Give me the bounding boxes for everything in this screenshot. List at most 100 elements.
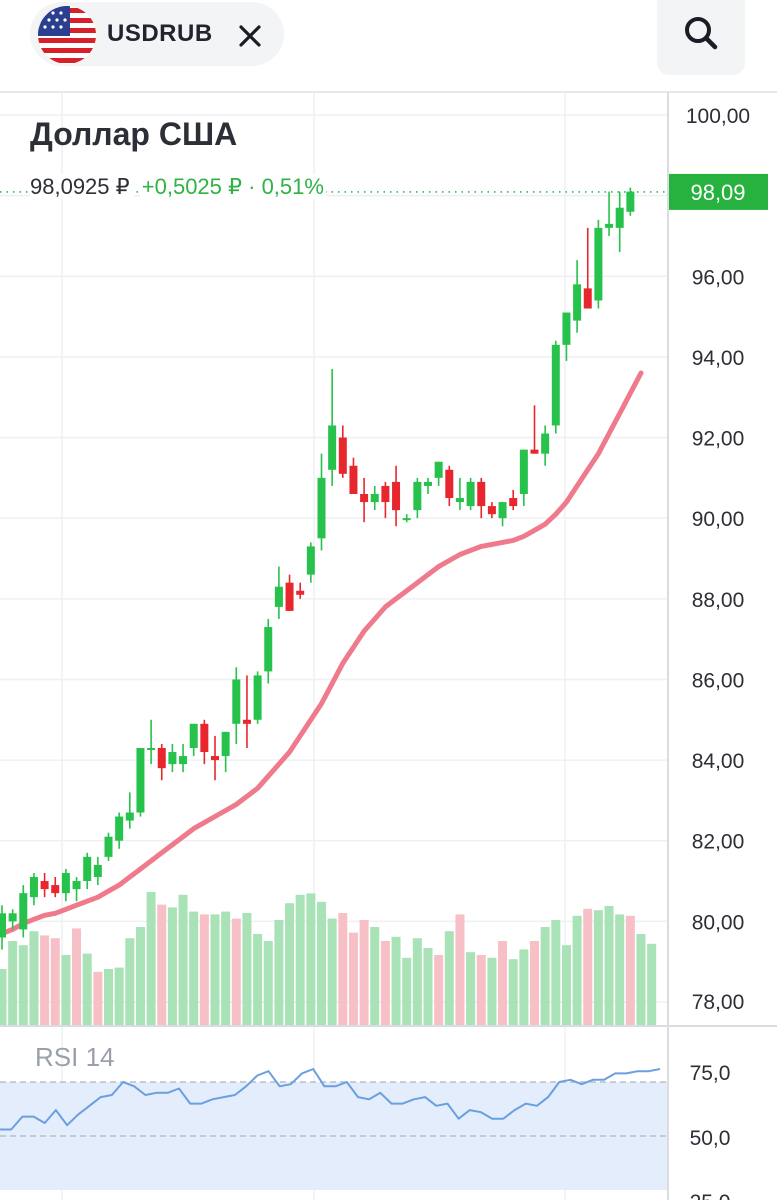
volume-bar [476,955,486,1025]
volume-bar [572,915,582,1025]
candle-body [445,469,454,499]
close-icon[interactable] [230,16,270,56]
candle-body [51,885,60,894]
volume-bar [295,894,305,1025]
candle-body [19,893,28,930]
volume-bar [61,955,71,1025]
candle-body [157,747,166,769]
candle-body [562,312,571,345]
candle-body [583,288,592,309]
candle-body [573,284,582,321]
rsi-tick-label: 25,0 [690,1191,731,1200]
volume-bar [306,893,316,1025]
candle-body [317,477,326,539]
volume-bar [348,932,358,1025]
volume-bar [561,945,571,1025]
ticker-chip[interactable]: USDRUB [30,2,284,66]
candle-body [93,864,102,878]
current-price-tag-label: 98,09 [690,180,745,205]
candle-body [392,481,401,511]
candle-body [232,679,241,724]
volume-bar [615,914,625,1025]
candle-body [29,877,38,898]
volume-bar [327,918,337,1025]
candle-body [455,498,464,503]
candle-body [83,856,92,882]
volume-bar [29,931,39,1025]
candle-body [615,207,624,228]
volume-bar [423,948,433,1025]
candle-body [189,723,198,748]
volume-bar [82,953,92,1025]
candle-body [179,756,188,765]
volume-bar [359,920,369,1025]
candle-body [328,425,337,470]
volume-bar [40,935,50,1025]
y-tick-label: 82,00 [692,831,745,854]
volume-bar [412,938,422,1025]
candle-body [413,481,422,511]
candle-body [434,461,443,478]
candle-body [381,485,390,503]
candle-body [477,481,486,507]
volume-bar [551,920,561,1025]
volume-bar [231,918,241,1025]
volume-bar [50,938,60,1025]
volume-bar [285,903,295,1025]
candle-body [498,502,507,519]
volume-bar [498,941,508,1025]
candle-body [253,675,262,720]
y-tick-label: 80,00 [692,911,745,934]
volume-bar [263,941,273,1025]
candle-body [402,518,411,521]
volume-bar [0,969,7,1025]
volume-bar [540,927,550,1025]
candle-body [360,493,369,503]
candle-body [296,590,305,595]
volume-bar [583,908,593,1025]
candle-body [487,506,496,515]
candle-body [200,723,209,753]
y-tick-label: 90,00 [692,508,745,531]
volume-bar [487,957,497,1025]
volume-bar [242,913,252,1025]
volume-bar [72,928,82,1025]
volume-bar [8,941,18,1025]
y-tick-label: 78,00 [692,991,745,1014]
rsi-tick-label: 50,0 [690,1127,731,1150]
candle-body [264,627,273,672]
volume-bar [402,957,412,1025]
volume-bar [647,943,657,1025]
rsi-label: RSI 14 [35,1042,115,1072]
volume-bar [199,914,209,1025]
volume-bar [455,914,465,1025]
volume-bar [444,931,454,1025]
volume-bar [125,938,135,1025]
candle-body [104,836,113,857]
volume-bar [157,904,167,1025]
volume-bar [508,959,518,1025]
search-button[interactable] [657,0,745,75]
volume-bar [146,892,156,1025]
candle-body [519,449,528,494]
rsi-tick-label: 75,0 [690,1062,731,1085]
volume-bar [18,945,28,1025]
candle-body [115,816,124,841]
candle-body [8,913,17,922]
candle-body [349,465,358,494]
y-tick-label: 92,00 [692,428,745,451]
candle-body [605,223,614,228]
candle-body [72,881,81,890]
volume-bar [178,894,188,1025]
top-bar: USDRUB [0,0,777,92]
candle-body [551,344,560,426]
candle-body [221,731,230,757]
volume-bar [466,952,476,1025]
quote-row: 98,0925 ₽ +0,5025 ₽ · 0,51% [30,174,326,200]
chart-title: Доллар США [30,116,238,152]
price-change: +0,5025 ₽ · 0,51% [139,174,326,199]
y-tick-label: 100,00 [686,105,750,128]
candle-body [424,481,432,486]
search-icon [685,17,718,50]
